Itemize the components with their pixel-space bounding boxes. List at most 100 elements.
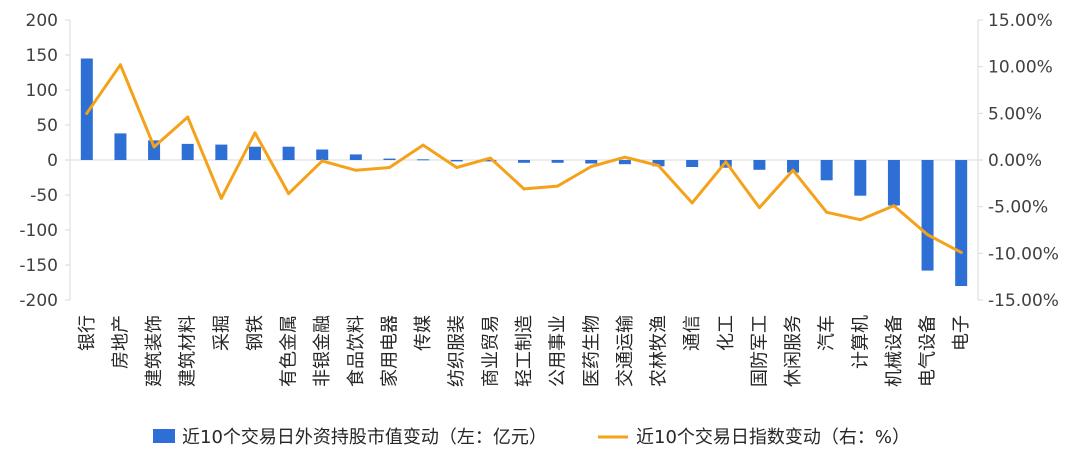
line-point xyxy=(858,218,862,222)
left-tick-label: -200 xyxy=(19,291,58,311)
category-label: 电气设备 xyxy=(918,315,939,387)
line-point xyxy=(959,250,963,254)
line-point xyxy=(825,210,829,214)
line-point xyxy=(623,155,627,159)
category-label: 钢铁 xyxy=(245,315,266,351)
line-point xyxy=(354,168,358,172)
category-label: 休闲服务 xyxy=(783,315,804,387)
bar xyxy=(585,160,598,164)
right-tick-label: 5.00% xyxy=(988,104,1042,124)
bar xyxy=(450,160,463,162)
category-label: 商业贸易 xyxy=(480,315,501,387)
category-label: 传媒 xyxy=(413,315,434,351)
line-series xyxy=(85,63,963,254)
bar xyxy=(618,160,631,165)
legend: 近10个交易日外资持股市值变动（左：亿元） 近10个交易日指数变动（右：%） xyxy=(153,427,910,448)
line-point xyxy=(219,196,223,200)
bar xyxy=(921,160,934,271)
line-point xyxy=(85,111,89,115)
category-label: 食品饮料 xyxy=(346,315,367,387)
bar xyxy=(181,143,194,160)
bar xyxy=(686,160,699,167)
bar xyxy=(282,146,295,160)
left-tick-label: 150 xyxy=(26,46,58,66)
bar xyxy=(854,160,867,196)
category-label: 通信 xyxy=(682,315,703,351)
category-label: 有色金属 xyxy=(279,315,300,387)
left-tick-label: -150 xyxy=(19,256,58,276)
left-tick-label: -50 xyxy=(30,186,58,206)
category-label: 建筑材料 xyxy=(178,315,199,387)
bar xyxy=(753,160,766,170)
left-tick-label: 0 xyxy=(47,151,58,171)
category-label: 机械设备 xyxy=(884,315,905,387)
category-label: 采掘 xyxy=(211,315,232,351)
bar xyxy=(887,160,900,206)
right-tick-label: -15.00% xyxy=(988,291,1059,311)
category-label: 公用事业 xyxy=(548,315,569,387)
bar xyxy=(114,133,127,160)
bar xyxy=(316,149,329,160)
bar xyxy=(383,158,396,160)
bar xyxy=(820,160,833,181)
category-labels: 银行 房地产 建筑装饰 建筑材料 采掘 钢铁 有色金属 非银金融 食品饮料 家用电器 传媒 纺织服装商… xyxy=(77,315,972,387)
category-label: 电子 xyxy=(951,315,972,351)
line-point xyxy=(421,143,425,147)
bar xyxy=(80,58,93,160)
legend-bar-label: 近10个交易日外资持股市值变动（左：亿元） xyxy=(182,427,547,448)
line-point xyxy=(387,165,391,169)
line-point xyxy=(589,165,593,169)
bar xyxy=(215,144,228,160)
bar xyxy=(652,160,665,167)
line-point xyxy=(522,187,526,191)
category-label: 化工 xyxy=(716,315,737,351)
bar xyxy=(787,160,800,173)
line-point xyxy=(320,159,324,163)
line-point xyxy=(152,145,156,149)
line-point xyxy=(757,206,761,210)
line-point xyxy=(118,63,122,67)
category-label: 农林牧渔 xyxy=(649,315,670,387)
line-point xyxy=(287,192,291,196)
category-label: 轻工制造 xyxy=(514,315,535,387)
bar xyxy=(518,160,530,163)
line-point xyxy=(556,184,560,188)
category-label: 交通运输 xyxy=(615,315,636,387)
line-point xyxy=(253,131,257,135)
category-label: 房地产 xyxy=(110,315,131,369)
category-label: 非银金融 xyxy=(312,315,333,387)
category-label: 国防军工 xyxy=(749,315,770,387)
line-point xyxy=(892,204,896,208)
right-tick-label: 10.00% xyxy=(988,58,1053,78)
line-point xyxy=(455,165,459,169)
right-tick-label: 0.00% xyxy=(988,151,1042,171)
category-label: 建筑装饰 xyxy=(144,315,165,387)
line-point xyxy=(690,201,694,205)
category-label: 家用电器 xyxy=(379,315,400,387)
legend-bar-swatch xyxy=(153,429,175,443)
line-point xyxy=(724,160,728,164)
left-tick-label: 100 xyxy=(26,81,58,101)
line-point xyxy=(791,168,795,172)
line-point xyxy=(657,164,661,168)
left-tick-label: -100 xyxy=(19,221,58,241)
category-label: 银行 xyxy=(77,315,98,351)
bar xyxy=(349,154,362,160)
right-tick-label: 15.00% xyxy=(988,11,1053,31)
category-label: 医药生物 xyxy=(581,315,602,387)
line-point xyxy=(926,233,930,237)
category-label: 计算机 xyxy=(850,315,871,369)
left-axis-ticks: 200 150 100 50 0 -50 -100 -150 -200 xyxy=(19,11,70,311)
right-tick-label: -10.00% xyxy=(988,244,1059,264)
right-tick-label: -5.00% xyxy=(988,198,1048,218)
bar xyxy=(551,160,564,163)
category-label: 纺织服装 xyxy=(447,315,468,387)
legend-line-label: 近10个交易日指数变动（右：%） xyxy=(636,427,910,448)
line-point xyxy=(186,115,190,119)
bar xyxy=(955,160,968,286)
left-tick-label: 50 xyxy=(36,116,58,136)
right-axis-ticks: 15.00% 10.00% 5.00% 0.00% -5.00% -10.00% -15.0… xyxy=(978,11,1059,311)
line-point xyxy=(488,156,492,160)
